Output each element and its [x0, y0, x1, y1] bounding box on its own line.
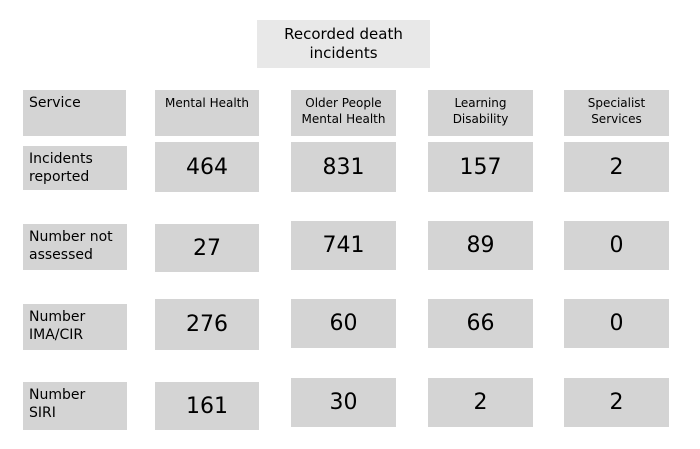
- cell-siri-specialist: 2: [563, 377, 670, 428]
- cell-siri-older-people: 30: [290, 377, 397, 428]
- cell-ima-cir-specialist: 0: [563, 298, 670, 349]
- service-header-label: Service: [22, 89, 127, 137]
- column-header-older-people-mental-health: Older People Mental Health: [290, 89, 397, 137]
- column-header-specialist-services: Specialist Services: [563, 89, 670, 137]
- row-label-incidents-reported: Incidents reported: [22, 145, 128, 191]
- row-label-number-ima-cir: Number IMA/CIR: [22, 303, 128, 351]
- cell-not-assessed-mental-health: 27: [154, 223, 260, 273]
- column-header-mental-health: Mental Health: [154, 89, 260, 137]
- cell-not-assessed-older-people: 741: [290, 220, 397, 271]
- cell-siri-learning-disability: 2: [427, 377, 534, 428]
- cell-siri-mental-health: 161: [154, 381, 260, 431]
- diagram-title-text: Recorded death incidents: [284, 25, 403, 62]
- cell-not-assessed-learning-disability: 89: [427, 220, 534, 271]
- cell-ima-cir-learning-disability: 66: [427, 298, 534, 349]
- row-label-number-siri: Number SIRI: [22, 381, 128, 431]
- diagram-title: Recorded death incidents: [256, 19, 431, 69]
- cell-not-assessed-specialist: 0: [563, 220, 670, 271]
- cell-incidents-reported-learning-disability: 157: [427, 141, 534, 193]
- cell-ima-cir-older-people: 60: [290, 298, 397, 349]
- cell-incidents-reported-older-people: 831: [290, 141, 397, 193]
- row-label-number-not-assessed: Number not assessed: [22, 223, 128, 271]
- cell-incidents-reported-specialist: 2: [563, 141, 670, 193]
- column-header-learning-disability: Learning Disability: [427, 89, 534, 137]
- cell-incidents-reported-mental-health: 464: [154, 141, 260, 193]
- cell-ima-cir-mental-health: 276: [154, 298, 260, 351]
